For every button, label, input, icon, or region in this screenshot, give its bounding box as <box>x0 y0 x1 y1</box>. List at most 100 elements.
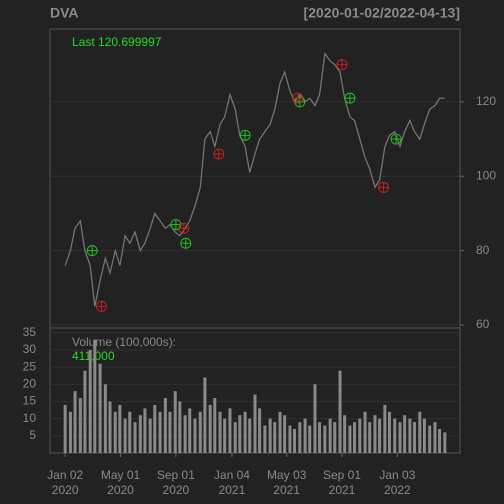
volume-bar <box>208 404 212 453</box>
price-line <box>64 51 445 307</box>
volume-bar <box>198 411 202 453</box>
x-tick-label: Jan 04 2021 <box>213 468 250 497</box>
volume-bar <box>387 411 391 453</box>
volume-bar <box>398 422 402 453</box>
volume-bar <box>258 408 262 453</box>
signal-marker <box>86 245 98 257</box>
volume-bar <box>293 428 297 453</box>
volume-bar <box>103 384 107 453</box>
x-tick-label: May 01 2020 <box>100 468 141 497</box>
y-tick-label: 60 <box>476 317 490 331</box>
signal-marker <box>95 300 107 312</box>
volume-bar <box>68 411 72 453</box>
signal-marker <box>292 92 304 104</box>
x-tick-label: Jan 03 2022 <box>379 468 416 497</box>
volume-bar <box>153 404 157 453</box>
volume-bar <box>253 394 257 453</box>
y-tick-label: 20 <box>23 376 37 390</box>
volume-bar <box>73 391 77 453</box>
x-tick-label: Sep 01 2020 <box>156 468 195 497</box>
y-tick-label: 35 <box>23 325 37 339</box>
volume-bar <box>218 411 222 453</box>
volume-bar <box>288 425 292 453</box>
volume-bar <box>158 411 162 453</box>
volume-bar <box>343 415 347 453</box>
volume-bar <box>383 404 387 453</box>
volume-bar <box>308 425 312 453</box>
volume-bar <box>63 404 67 453</box>
volume-bar <box>353 422 357 453</box>
volume-bar <box>368 422 372 453</box>
volume-bar <box>283 415 287 453</box>
x-tick-label: Jan 02 2020 <box>47 468 84 497</box>
volume-bar <box>203 377 207 453</box>
volume-bar <box>318 422 322 453</box>
volume-bar <box>98 363 102 453</box>
volume-bar <box>223 418 227 453</box>
volume-bar <box>183 415 187 453</box>
volume-bar <box>173 391 177 453</box>
y-tick-label: 5 <box>29 428 36 442</box>
y-tick-label: 80 <box>476 243 490 257</box>
volume-bar <box>298 422 302 453</box>
signal-marker <box>344 92 356 104</box>
volume-bar <box>143 408 147 453</box>
volume-bar <box>303 418 307 453</box>
volume-bar <box>228 408 232 453</box>
date-range: [2020-01-02/2022-04-13] <box>304 5 460 21</box>
volume-bar <box>133 422 137 453</box>
signal-marker <box>378 181 390 193</box>
volume-bar <box>193 418 197 453</box>
chart-title: DVA <box>50 5 79 21</box>
volume-bar <box>83 370 87 453</box>
volume-label: Volume (100,000s): <box>72 335 176 349</box>
volume-bar <box>163 398 167 453</box>
volume-bar <box>88 349 92 453</box>
volume-bar <box>243 411 247 453</box>
volume-bar <box>188 408 192 453</box>
volume-bar <box>128 411 132 453</box>
volume-bar <box>323 425 327 453</box>
volume-bar <box>328 418 332 453</box>
volume-bar <box>93 339 97 453</box>
y-tick-label: 10 <box>23 411 37 425</box>
volume-bar <box>348 425 352 453</box>
volume-bar <box>108 401 112 453</box>
volume-bar <box>138 415 142 453</box>
volume-bar <box>238 415 242 453</box>
y-tick-label: 25 <box>23 359 37 373</box>
volume-bar <box>168 411 172 453</box>
y-tick-label: 100 <box>476 168 496 182</box>
volume-bar <box>113 411 117 453</box>
volume-bar <box>422 418 426 453</box>
volume-bar <box>263 425 267 453</box>
signal-marker <box>239 129 251 141</box>
volume-bar <box>333 422 337 453</box>
x-tick-label: Sep 01 2021 <box>322 468 362 497</box>
volume-bar <box>363 411 367 453</box>
volume-bar <box>123 418 127 453</box>
volume-bar <box>418 411 422 453</box>
volume-bar <box>358 418 362 453</box>
volume-bar <box>233 422 237 453</box>
volume-bar <box>438 428 442 453</box>
volume-bar <box>428 425 432 453</box>
volume-bar <box>393 418 397 453</box>
y-tick-label: 30 <box>23 342 37 356</box>
volume-bar <box>78 398 82 453</box>
volume-bar <box>118 404 122 453</box>
volume-bar <box>413 422 417 453</box>
signal-marker <box>390 133 402 145</box>
volume-bar <box>178 401 182 453</box>
y-tick-label: 120 <box>476 94 496 108</box>
volume-bar <box>278 411 282 453</box>
volume-bar <box>443 432 447 453</box>
volume-bar <box>433 422 437 453</box>
signal-marker <box>336 59 348 71</box>
x-tick-label: May 03 2021 <box>266 468 307 497</box>
volume-bar <box>268 418 272 453</box>
volume-bar <box>338 370 342 453</box>
y-tick-label: 15 <box>23 394 37 408</box>
volume-bar <box>408 418 412 453</box>
